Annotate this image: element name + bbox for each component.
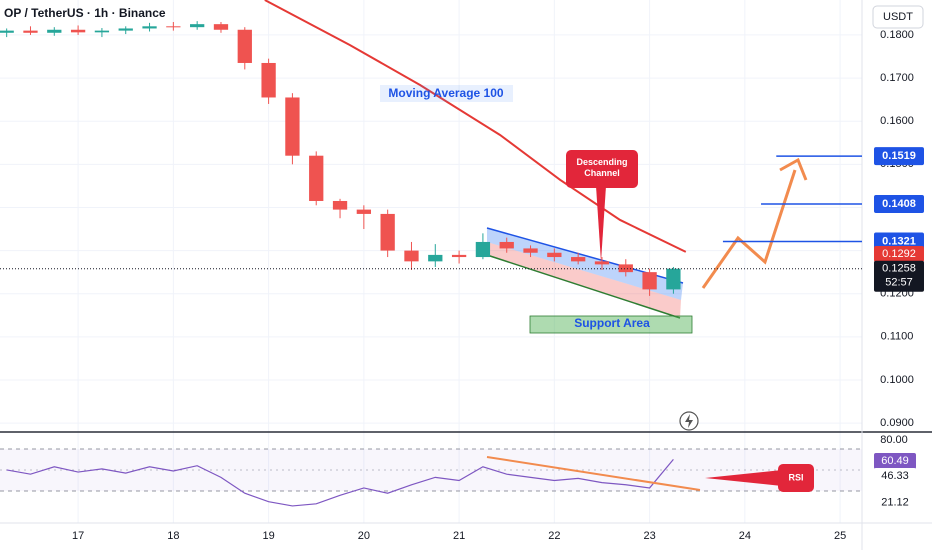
x-tick-label: 22 (548, 530, 560, 542)
rsi-band-fill (0, 449, 862, 491)
moving-average (264, 0, 687, 253)
rsi-trendline (486, 456, 701, 491)
candle-body (571, 257, 586, 262)
price-label: 0.1258 (882, 263, 916, 275)
rsi-callout-text: RSI (788, 472, 803, 482)
price-tag (874, 260, 924, 292)
rsi-pane (6, 458, 674, 507)
candle-body (166, 26, 181, 28)
y-tick-label: 0.0900 (880, 417, 914, 429)
channel-bottom-line (486, 254, 681, 319)
rsi-tag (874, 452, 916, 469)
candle-body (404, 250, 419, 262)
countdown: 52:57 (885, 277, 913, 289)
x-tick-label: 21 (453, 530, 465, 542)
x-tick-label: 24 (739, 530, 751, 542)
candle-body (142, 26, 157, 29)
rsi-line (6, 458, 674, 507)
candle-body (190, 24, 205, 28)
symbol-title: OP / TetherUS · 1h · Binance (4, 6, 166, 20)
callout-box (566, 150, 638, 188)
candle-body (547, 252, 562, 258)
rsi-marker-label: 46.33 (881, 470, 909, 482)
candle-body (213, 24, 229, 30)
projection-path (701, 169, 797, 289)
rsi-tag (874, 494, 916, 511)
candle-body (118, 28, 133, 31)
candle-body (309, 155, 324, 201)
x-tick-label: 17 (72, 530, 84, 542)
lightning-glyph (685, 414, 693, 428)
y-tick-label: 0.1600 (880, 115, 914, 127)
y-tick-label: 0.1000 (880, 374, 914, 386)
candle-body (380, 213, 395, 251)
level-label: 0.1519 (882, 150, 916, 162)
callout-text: Descending Channel (576, 157, 628, 178)
candles (0, 0, 687, 296)
candle-body (332, 200, 348, 210)
rsi-tick-label: 80.00 (880, 434, 908, 446)
support-box (529, 315, 693, 334)
rsi-marker-label: 60.49 (881, 455, 909, 467)
support-label: Support Area (574, 316, 650, 330)
candle-body (642, 272, 657, 290)
candle-body (94, 30, 110, 33)
level-label: 0.1408 (882, 198, 916, 210)
ma-tag (874, 246, 924, 263)
rsi-callout (778, 464, 814, 492)
currency-label[interactable]: USDT (883, 11, 913, 23)
candle-body (0, 30, 14, 33)
level-tag (874, 232, 924, 251)
candle-body (285, 97, 300, 156)
candle-body (475, 241, 491, 258)
candle-body (428, 254, 443, 262)
y-tick-label: 0.1100 (881, 331, 914, 343)
candle-body (666, 268, 681, 290)
candle-body (47, 29, 62, 33)
callout-pointer (596, 186, 606, 262)
y-tick-label: 0.1800 (880, 29, 914, 41)
ma-last-label: 0.1292 (882, 248, 916, 260)
level-tag (874, 195, 924, 214)
projection-arrowhead (779, 157, 808, 181)
candle-body (499, 241, 514, 249)
candle-body (23, 30, 38, 33)
candle-body (261, 62, 276, 98)
rsi-callout-pointer (705, 470, 782, 486)
level-label: 0.1321 (882, 235, 916, 247)
rsi-marker-label: 21.12 (881, 497, 909, 509)
candle-body (356, 209, 371, 214)
ma-label: Moving Average 100 (388, 86, 503, 100)
x-tick-label: 20 (358, 530, 370, 542)
channel-lower (487, 242, 681, 318)
currency-button[interactable] (872, 5, 924, 29)
candle-body (451, 254, 467, 258)
level-tag (874, 147, 924, 166)
x-tick-label: 19 (262, 530, 274, 542)
candle-body (594, 261, 610, 265)
candle-body (523, 248, 538, 253)
candle-body (70, 29, 86, 33)
candle-body (237, 29, 252, 63)
x-tick-label: 25 (834, 530, 846, 542)
callout: Descending Channel (576, 157, 628, 178)
x-tick-label: 18 (167, 530, 179, 542)
x-tick-label: 23 (643, 530, 655, 542)
candle-body (618, 264, 633, 273)
channel-upper (487, 228, 683, 300)
y-tick-label: 0.1700 (880, 72, 914, 84)
ma-label-bg (380, 85, 513, 102)
axes: 0.18000.17000.16000.15000.14000.13000.12… (72, 29, 924, 542)
rsi-tag (874, 467, 916, 484)
